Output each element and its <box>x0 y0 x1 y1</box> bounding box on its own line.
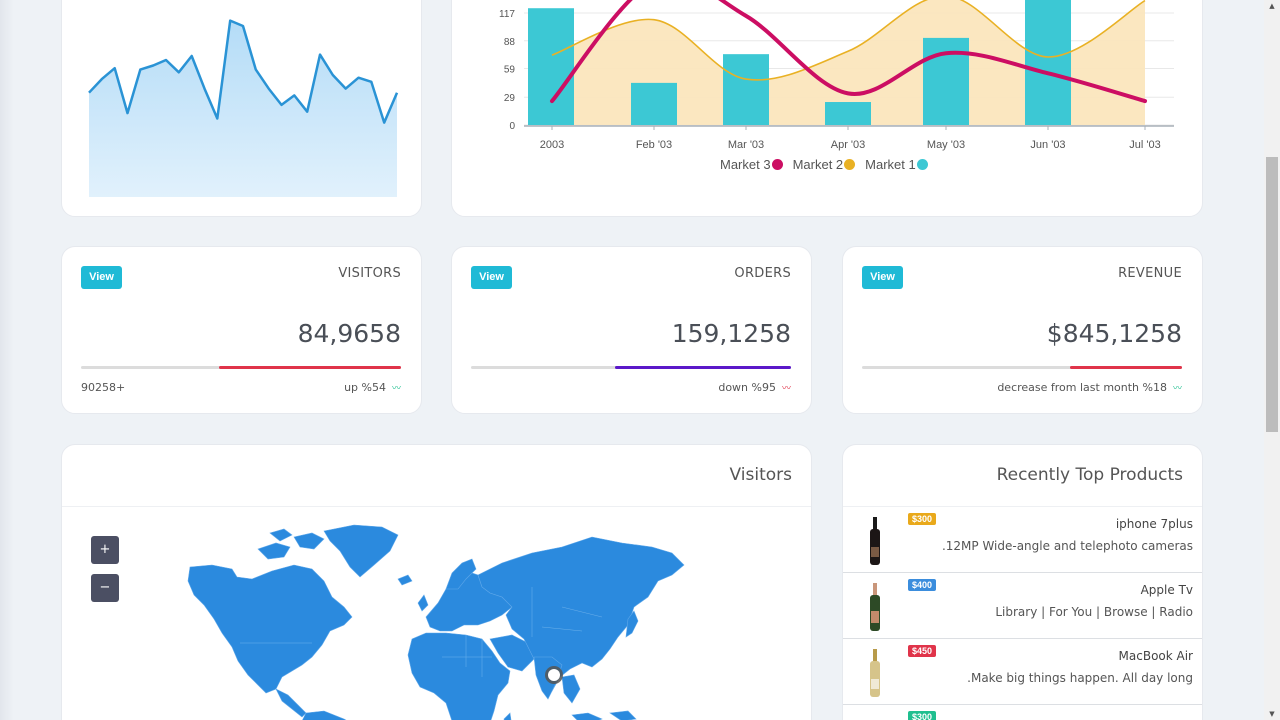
stat-card-orders: View ORDERS 159,1258 down %95 〰 <box>451 246 812 414</box>
trend-up-icon: 〰 <box>391 384 401 394</box>
sparkline-card <box>61 0 422 217</box>
svg-text:2003: 2003 <box>540 139 564 151</box>
stat-right-note: decrease from last month %18 〰 <box>997 381 1182 394</box>
product-item[interactable]: $450 MacBook Air .Make big things happen… <box>843 639 1202 705</box>
svg-text:Jun '03: Jun '03 <box>1030 139 1065 151</box>
product-description: .Make big things happen. All day long <box>967 671 1193 685</box>
card-header: Recently Top Products <box>843 445 1202 507</box>
card-header: Visitors <box>62 445 811 507</box>
trend-up-icon: 〰 <box>1172 384 1182 394</box>
scroll-up-arrow-icon[interactable]: ▲ <box>1269 2 1275 10</box>
price-badge: $300 <box>908 711 937 720</box>
progress-fill <box>218 366 401 369</box>
stat-right-note: up %54 〰 <box>344 381 401 394</box>
world-map[interactable] <box>62 507 813 720</box>
price-badge: $450 <box>908 645 937 657</box>
stat-title: ORDERS <box>734 266 791 281</box>
market-combo-chart: 0 29 59 88 117 2003 Feb '03 Mar '03 Apr '03 May '… <box>499 0 1174 151</box>
progress-bar <box>471 366 791 369</box>
page-scrollbar[interactable]: ▲ ▼ <box>1264 0 1280 720</box>
legend-dot-icon <box>916 159 928 170</box>
legend-market-2[interactable]: Market 2 <box>793 157 856 172</box>
product-description: Library | For You | Browse | Radio <box>995 605 1193 619</box>
svg-text:59: 59 <box>504 65 516 76</box>
progress-fill <box>1070 366 1182 369</box>
map-marker[interactable] <box>545 666 563 684</box>
progress-bar <box>81 366 401 369</box>
legend-dot-icon <box>844 159 856 170</box>
white-wine-bottle-image <box>870 649 880 697</box>
svg-text:Jul '03: Jul '03 <box>1129 139 1160 151</box>
stat-value: $845,1258 <box>1046 319 1182 348</box>
stat-card-revenue: View REVENUE $845,1258 decrease from las… <box>842 246 1203 414</box>
bar[interactable] <box>631 82 677 125</box>
stat-title: REVENUE <box>1118 266 1182 281</box>
market-chart-card: 0 29 59 88 117 2003 Feb '03 Mar '03 Apr '03 May '… <box>451 0 1203 217</box>
price-badge: $400 <box>908 579 937 591</box>
stat-value: 84,9658 <box>297 319 401 348</box>
svg-text:29: 29 <box>504 93 516 104</box>
product-name: iphone 7plus <box>1115 517 1193 531</box>
bar[interactable] <box>723 54 769 125</box>
bar[interactable] <box>528 8 574 125</box>
stat-right-note: down %95 〰 <box>718 381 791 394</box>
svg-text:Apr '03: Apr '03 <box>831 139 866 151</box>
bar[interactable] <box>923 37 969 126</box>
svg-text:117: 117 <box>499 9 515 20</box>
chart-legend: Market 3 Market 2 Market 1 <box>720 157 928 172</box>
card-title: Recently Top Products <box>996 465 1183 485</box>
scroll-down-arrow-icon[interactable]: ▼ <box>1269 710 1275 718</box>
stat-title: VISITORS <box>338 266 401 281</box>
stat-left-note: 90258+ <box>81 381 126 394</box>
view-button[interactable]: View <box>862 266 903 289</box>
legend-dot-icon <box>771 159 783 170</box>
progress-bar <box>862 366 1182 369</box>
legend-market-3[interactable]: Market 3 <box>720 157 783 172</box>
map-zoom-in-button[interactable]: + <box>91 536 119 564</box>
wine-bottle-image <box>870 517 880 565</box>
view-button[interactable]: View <box>471 266 512 289</box>
product-name: Apple Tv <box>1140 583 1193 597</box>
svg-text:0: 0 <box>509 121 515 132</box>
champagne-bottle-image <box>870 583 880 631</box>
svg-text:May '03: May '03 <box>927 139 965 151</box>
card-title: Visitors <box>729 465 792 485</box>
product-item[interactable]: $400 Apple Tv Library | For You | Browse… <box>843 573 1202 639</box>
legend-market-1[interactable]: Market 1 <box>865 157 928 172</box>
product-name: MacBook Air <box>1118 649 1193 663</box>
stat-value: 159,1258 <box>671 319 791 348</box>
product-description: .12MP Wide-angle and telephoto cameras <box>941 539 1193 553</box>
sparkline-chart <box>88 19 399 197</box>
progress-fill <box>615 366 791 369</box>
product-item[interactable]: $300 iphone 7plus .12MP Wide-angle and t… <box>843 507 1202 573</box>
price-badge: $300 <box>908 513 937 525</box>
view-button[interactable]: View <box>81 266 122 289</box>
map-zoom-out-button[interactable]: − <box>91 574 119 602</box>
top-products-card: Recently Top Products $300 iphone 7plus … <box>842 444 1203 720</box>
product-item[interactable]: $300 <box>843 705 1202 720</box>
svg-text:Mar '03: Mar '03 <box>728 139 764 151</box>
bar[interactable] <box>1025 0 1071 126</box>
stat-card-visitors: View VISITORS 84,9658 90258+ up %54 〰 <box>61 246 422 414</box>
svg-text:Feb '03: Feb '03 <box>636 139 672 151</box>
svg-text:88: 88 <box>504 37 516 48</box>
page-left-edge <box>0 0 14 720</box>
trend-down-icon: 〰 <box>781 384 791 394</box>
bar[interactable] <box>825 102 871 125</box>
visitors-map-card: Visitors + − <box>61 444 812 720</box>
scroll-thumb[interactable] <box>1266 157 1278 432</box>
